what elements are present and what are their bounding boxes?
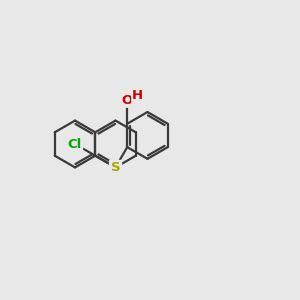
Text: N: N: [110, 161, 121, 174]
Text: Cl: Cl: [68, 137, 82, 151]
Text: S: S: [111, 161, 120, 174]
Text: H: H: [132, 89, 143, 102]
Text: O: O: [122, 94, 133, 107]
